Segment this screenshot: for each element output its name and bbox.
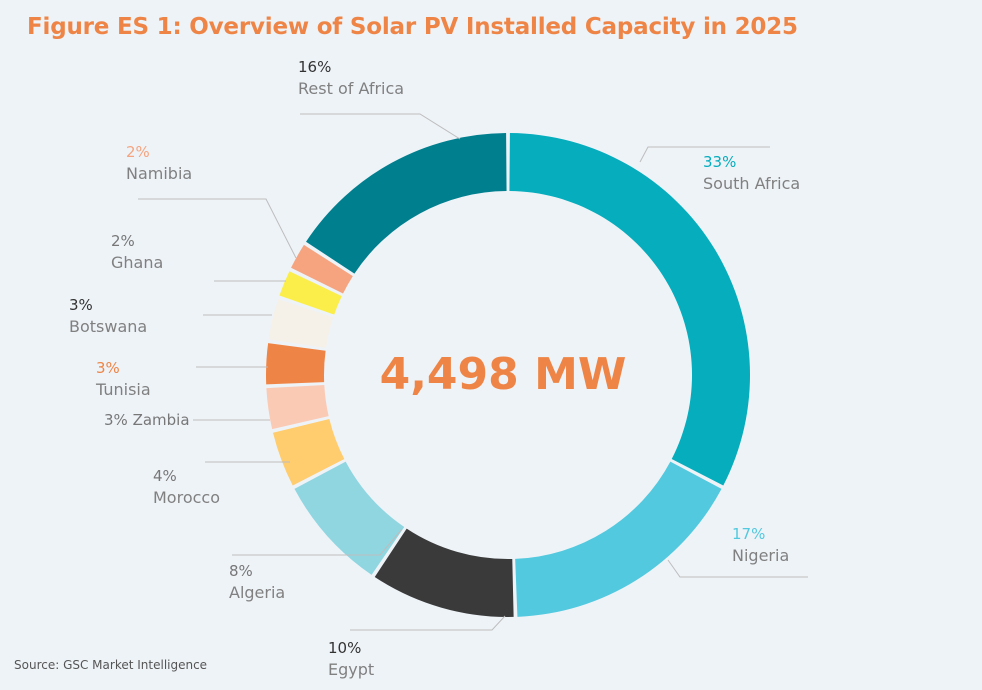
pct-label-morocco: 4% — [153, 467, 177, 485]
name-label-tunisia: Tunisia — [95, 380, 151, 399]
figure-title: Figure ES 1: Overview of Solar PV Instal… — [27, 14, 798, 40]
leader-line-namibia — [138, 198, 297, 259]
slice-nigeria — [515, 461, 722, 617]
pct-label-south-africa: 33% — [703, 153, 736, 171]
slice-tunisia — [265, 343, 326, 385]
name-label-algeria: Algeria — [229, 583, 285, 602]
source-note: Source: GSC Market Intelligence — [14, 658, 208, 672]
name-label-rest-of-africa: Rest of Africa — [298, 79, 404, 98]
name-label-egypt: Egypt — [328, 660, 374, 679]
leader-line-egypt — [350, 615, 506, 631]
leader-line-south-africa — [639, 146, 770, 163]
pct-label-algeria: 8% — [229, 562, 253, 580]
name-label-botswana: Botswana — [69, 317, 147, 336]
pct-label-tunisia: 3% — [96, 359, 120, 377]
leader-line-nigeria — [667, 559, 808, 578]
name-label-nigeria: Nigeria — [732, 546, 789, 565]
center-total-label: 4,498 MW — [380, 349, 627, 400]
slice-namibia — [291, 244, 353, 294]
slice-algeria — [294, 461, 405, 575]
pct-label-zambia: 3% Zambia — [104, 411, 190, 429]
slice-morocco — [273, 418, 345, 486]
slice-zambia — [266, 385, 329, 430]
pct-label-nigeria: 17% — [732, 525, 765, 543]
pct-label-ghana: 2% — [111, 232, 135, 250]
leader-line-algeria — [232, 528, 403, 556]
slice-labels: 33% South Africa 17% Nigeria 10% Egypt 8% Alger… — [69, 58, 800, 679]
leader-lines — [138, 113, 808, 631]
name-label-namibia: Namibia — [126, 164, 192, 183]
name-label-ghana: Ghana — [111, 253, 163, 272]
slice-rest-of-africa — [306, 133, 507, 274]
pct-label-egypt: 10% — [328, 639, 361, 657]
slice-south-africa — [509, 133, 750, 486]
slice-egypt — [374, 528, 514, 617]
pct-label-rest-of-africa: 16% — [298, 58, 331, 76]
leader-line-rest-of-africa — [300, 113, 461, 140]
pct-label-botswana: 3% — [69, 296, 93, 314]
donut-slices — [265, 133, 750, 617]
name-label-south-africa: South Africa — [703, 174, 800, 193]
slice-botswana — [268, 299, 334, 348]
pct-label-namibia: 2% — [126, 143, 150, 161]
name-label-morocco: Morocco — [153, 488, 220, 507]
slice-ghana — [279, 271, 342, 315]
